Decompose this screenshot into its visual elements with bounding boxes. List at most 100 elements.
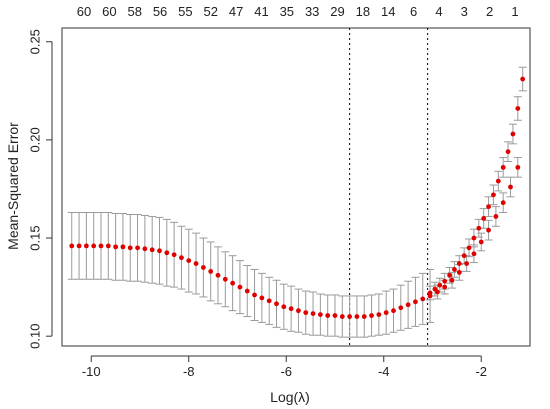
top-axis-label: 52 — [204, 4, 218, 19]
data-point — [274, 301, 279, 307]
data-point — [288, 306, 294, 312]
top-axis-label: 60 — [102, 4, 116, 19]
data-point — [495, 178, 501, 184]
data-point — [476, 225, 482, 231]
top-axis-label: 60 — [77, 4, 91, 19]
data-point — [461, 253, 467, 259]
y-tick-label: 0.20 — [27, 127, 42, 152]
data-point — [83, 243, 89, 249]
x-tick-label: -2 — [475, 364, 487, 379]
top-axis-label: 58 — [127, 4, 141, 19]
top-axis-label: 47 — [229, 4, 243, 19]
data-point — [76, 243, 82, 249]
data-point — [332, 313, 338, 318]
data-point — [478, 239, 484, 245]
data-point — [500, 200, 506, 206]
data-point — [398, 305, 404, 311]
data-point — [456, 261, 462, 266]
data-point — [215, 272, 221, 278]
data-point — [508, 184, 513, 190]
data-point — [105, 243, 111, 249]
data-point — [266, 298, 272, 304]
data-point — [259, 295, 265, 301]
data-point — [208, 269, 214, 274]
x-tick-label: -6 — [280, 364, 292, 379]
data-point — [325, 313, 331, 318]
data-point — [135, 245, 140, 251]
data-point — [515, 106, 521, 111]
chart-axes: -10 -8 -6 -4 -2 0.10 0.15 0.20 0.25 60 60 58 56 55 52 4… — [27, 4, 518, 379]
top-axis-label: 14 — [381, 4, 395, 19]
data-point — [427, 290, 433, 296]
top-axis-label: 29 — [330, 4, 344, 19]
data-point — [464, 261, 470, 266]
data-point — [471, 235, 477, 241]
data-point — [244, 288, 250, 294]
top-axis-label: 4 — [435, 4, 442, 19]
data-point — [361, 314, 367, 319]
chart-marks — [67, 28, 527, 346]
data-point — [164, 250, 170, 256]
data-point — [142, 246, 148, 252]
data-point — [486, 204, 491, 210]
data-point — [369, 313, 374, 318]
x-tick-label: -10 — [82, 364, 101, 379]
x-axis-title: Log(λ) — [270, 389, 310, 405]
data-point — [405, 302, 411, 308]
data-point — [449, 277, 455, 283]
data-point — [354, 314, 360, 319]
data-point — [481, 216, 487, 221]
data-point — [383, 310, 389, 316]
data-point — [310, 311, 316, 317]
x-tick-label: -8 — [183, 364, 195, 379]
data-point — [491, 192, 496, 198]
top-axis-label: 33 — [305, 4, 319, 19]
data-point — [317, 312, 323, 317]
data-point — [420, 296, 426, 302]
data-point — [456, 269, 462, 275]
data-point — [69, 243, 75, 249]
top-axis-label: 18 — [356, 4, 370, 19]
data-point — [98, 243, 104, 249]
data-point — [391, 308, 396, 314]
data-point — [113, 244, 119, 250]
data-point — [500, 164, 506, 170]
data-point — [230, 280, 236, 286]
data-point — [296, 308, 301, 314]
data-point — [437, 282, 443, 288]
data-point — [179, 255, 184, 261]
top-axis-label: 2 — [486, 4, 493, 19]
data-point — [237, 284, 243, 290]
top-axis-label: 3 — [461, 4, 468, 19]
top-axis-label: 55 — [178, 4, 192, 19]
data-point — [200, 265, 206, 270]
data-point — [466, 245, 472, 251]
data-point — [91, 243, 97, 249]
data-point — [347, 314, 353, 319]
data-point — [303, 310, 309, 316]
data-point — [193, 261, 199, 266]
data-point — [339, 314, 345, 319]
y-tick-label: 0.10 — [27, 324, 42, 349]
data-point — [149, 247, 155, 253]
y-tick-label: 0.25 — [27, 29, 42, 54]
data-point — [510, 131, 516, 137]
data-point — [222, 276, 228, 282]
data-point — [442, 284, 448, 290]
top-axis-label: 6 — [410, 4, 417, 19]
data-point — [157, 248, 162, 254]
plot-area — [61, 27, 531, 347]
data-point — [486, 227, 491, 233]
x-tick-label: -4 — [378, 364, 390, 379]
data-point — [493, 214, 499, 219]
data-point — [127, 245, 133, 251]
data-point — [252, 292, 257, 298]
top-axis-label: 35 — [280, 4, 294, 19]
data-point — [505, 149, 511, 155]
top-axis-label: 56 — [153, 4, 167, 19]
data-point — [281, 304, 287, 310]
y-axis-title: Mean-Squared Error — [5, 122, 21, 250]
data-point — [171, 252, 177, 258]
